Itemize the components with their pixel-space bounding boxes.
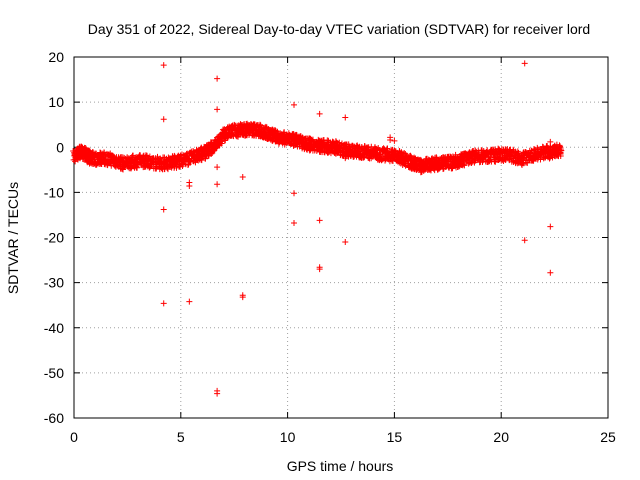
outlier-point xyxy=(239,294,246,301)
y-axis-label: SDTVAR / TECUs xyxy=(5,182,21,294)
data-point xyxy=(179,163,186,170)
data-points xyxy=(70,60,565,397)
outlier-point xyxy=(214,181,221,188)
outlier-point xyxy=(547,138,554,145)
outlier-point xyxy=(547,269,554,276)
grid xyxy=(74,57,608,418)
data-point xyxy=(377,151,384,158)
outlier-point xyxy=(387,137,394,144)
outlier-point xyxy=(291,190,298,197)
y-tick-label: -40 xyxy=(44,320,64,336)
data-point xyxy=(173,164,180,171)
axis-ticks: 0 5 10 15 20 25 20 10 0 -10 -20 -30 -40 -50 -60 xyxy=(44,49,616,445)
outlier-point xyxy=(547,223,554,230)
data-point xyxy=(558,146,565,153)
data-point xyxy=(461,162,468,169)
outlier-point xyxy=(342,239,349,246)
outlier-point xyxy=(316,110,323,117)
y-tick-label: -20 xyxy=(44,230,64,246)
outlier-point xyxy=(316,266,323,273)
outlier-point xyxy=(214,164,221,171)
x-tick-label: 25 xyxy=(600,429,616,445)
outlier-point xyxy=(214,390,221,397)
data-point xyxy=(487,156,494,163)
outlier-point xyxy=(521,60,528,67)
outlier-point xyxy=(342,155,349,162)
data-point xyxy=(460,161,467,168)
outlier-point xyxy=(186,183,193,190)
outlier-point xyxy=(160,62,167,69)
outlier-point xyxy=(160,116,167,123)
data-point xyxy=(384,145,391,152)
outlier-point xyxy=(214,106,221,113)
data-point xyxy=(480,147,487,154)
y-tick-label: -50 xyxy=(44,365,64,381)
chart-title: Day 351 of 2022, Sidereal Day-to-day VTE… xyxy=(88,21,590,37)
x-axis-label: GPS time / hours xyxy=(287,458,394,474)
data-point xyxy=(152,164,159,171)
y-tick-label: -30 xyxy=(44,275,64,291)
x-tick-label: 0 xyxy=(70,429,78,445)
outlier-point xyxy=(186,298,193,305)
outlier-point xyxy=(291,101,298,108)
outlier-point xyxy=(214,75,221,82)
outlier-point xyxy=(160,206,167,213)
outlier-point xyxy=(239,174,246,181)
y-tick-label: 20 xyxy=(48,49,64,65)
y-tick-label: -60 xyxy=(44,410,64,426)
data-point xyxy=(120,166,127,173)
data-point xyxy=(144,152,151,159)
x-tick-label: 5 xyxy=(177,429,185,445)
outlier-point xyxy=(391,137,398,144)
y-tick-label: -10 xyxy=(44,184,64,200)
outlier-point xyxy=(521,237,528,244)
outlier-point xyxy=(342,114,349,121)
outlier-point xyxy=(160,300,167,307)
data-point xyxy=(224,134,231,141)
data-point xyxy=(184,162,191,169)
data-point xyxy=(182,157,189,164)
y-tick-label: 10 xyxy=(48,94,64,110)
x-tick-label: 15 xyxy=(387,429,403,445)
y-tick-label: 0 xyxy=(56,139,64,155)
x-tick-label: 20 xyxy=(493,429,509,445)
data-point xyxy=(142,152,149,159)
outlier-point xyxy=(291,220,298,227)
x-tick-label: 10 xyxy=(280,429,296,445)
outlier-point xyxy=(316,217,323,224)
